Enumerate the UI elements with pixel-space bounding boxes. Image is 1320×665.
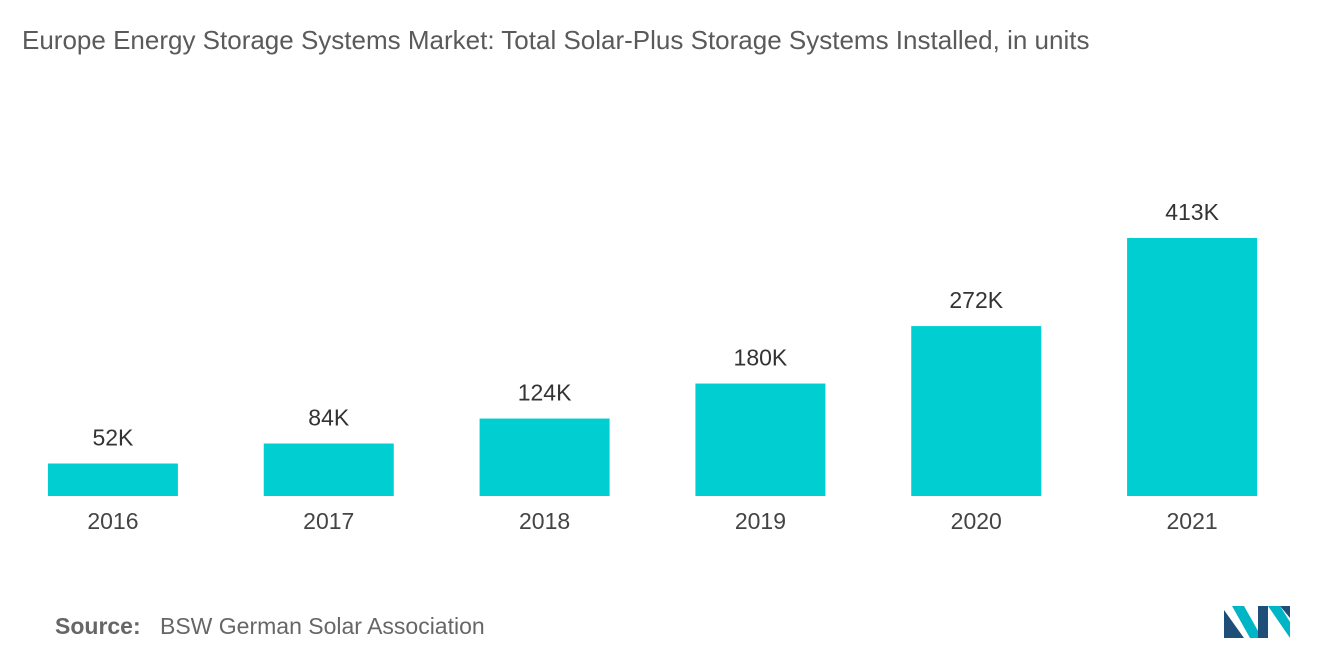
bar xyxy=(1127,238,1258,496)
x-tick-label: 2021 xyxy=(1166,508,1217,534)
x-tick-label: 2019 xyxy=(735,508,786,534)
bar xyxy=(695,383,826,496)
x-tick-label: 2016 xyxy=(87,508,138,534)
data-label: 180K xyxy=(734,345,788,371)
bar xyxy=(263,443,394,496)
bar xyxy=(479,418,610,496)
source-label: Source: xyxy=(55,613,141,639)
chart-title: Europe Energy Storage Systems Market: To… xyxy=(22,25,1089,55)
x-tick-label: 2017 xyxy=(303,508,354,534)
bar xyxy=(47,463,178,496)
source-text: BSW German Solar Association xyxy=(160,613,485,639)
data-label: 52K xyxy=(92,425,134,451)
x-tick-label: 2018 xyxy=(519,508,570,534)
x-tick-label: 2020 xyxy=(951,508,1002,534)
data-label: 84K xyxy=(308,405,350,431)
logo xyxy=(1224,606,1290,638)
data-label: 124K xyxy=(518,380,572,406)
data-label: 272K xyxy=(949,287,1003,313)
data-label: 413K xyxy=(1165,199,1219,225)
bar xyxy=(911,326,1042,496)
